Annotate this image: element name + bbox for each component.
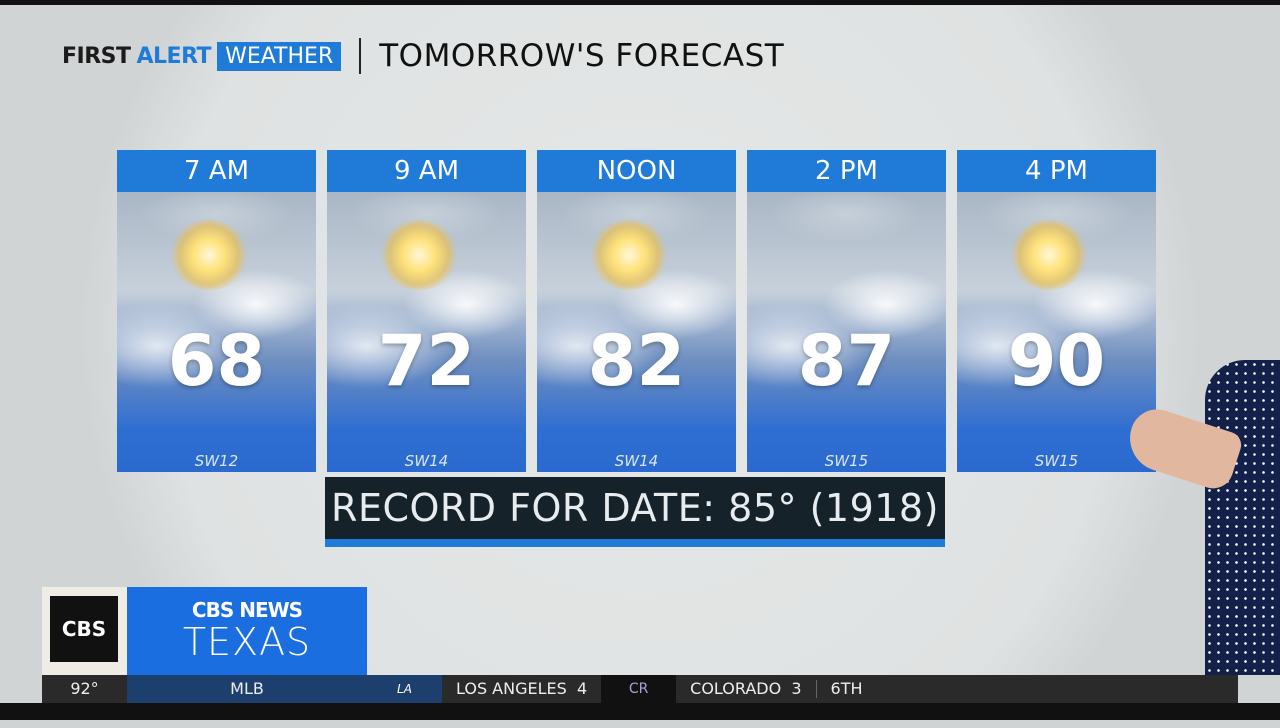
ticker-inning: 6TH (830, 679, 863, 698)
record-banner: RECORD FOR DATE: 85° (1918) (325, 477, 945, 547)
brand-first: FIRST (62, 43, 131, 69)
header: FIRST ALERT WEATHER TOMORROW'S FORECAST (62, 38, 784, 74)
forecast-temp: 68 (167, 320, 266, 402)
team1-name: LOS ANGELES (456, 679, 567, 698)
brand-weather: WEATHER (217, 41, 342, 71)
forecast-temp: 72 (377, 320, 476, 402)
forecast-time: 7 AM (117, 150, 316, 192)
forecast-temp: 82 (587, 320, 686, 402)
forecast-time: NOON (537, 150, 736, 192)
forecast-tile: 2 PM 87 SW15 (747, 150, 946, 472)
network-logo: CBS NEWS TEXAS (127, 587, 367, 675)
team1: LOS ANGELES 4 (442, 675, 601, 703)
forecast-time: 2 PM (747, 150, 946, 192)
team1-score: 4 (576, 679, 588, 698)
rockies-logo-icon: CR (601, 675, 677, 703)
forecast-wind: SW15 (824, 452, 869, 470)
partly-sunny-icon (327, 192, 526, 472)
divider (359, 38, 362, 74)
partly-sunny-icon (117, 192, 316, 472)
station-logo: CBS 11 (42, 587, 127, 707)
sun-icon (169, 220, 249, 290)
forecast-wind: SW15 (1034, 452, 1079, 470)
cbs11-logo-icon: CBS 11 (50, 596, 118, 707)
top-bar (0, 0, 1280, 5)
forecast-wind: SW14 (614, 452, 659, 470)
forecast-time: 4 PM (957, 150, 1156, 192)
forecast-time: 9 AM (327, 150, 526, 192)
bottom-bar (0, 703, 1280, 720)
presenter (1205, 360, 1280, 675)
network-name: CBS NEWS (191, 598, 303, 622)
page-title: TOMORROW'S FORECAST (379, 38, 785, 74)
dodgers-logo-icon: LA (367, 675, 442, 703)
brand-alert: ALERT (136, 43, 212, 69)
forecast-tile: 4 PM 90 SW15 (957, 150, 1156, 472)
score-ticker: 92° MLB LA LOS ANGELES 4 CR COLORADO 3 6… (42, 675, 1238, 703)
ticker-league: MLB (127, 675, 367, 703)
region-name: TEXAS (182, 620, 312, 664)
partly-sunny-icon (957, 192, 1156, 472)
sun-icon (379, 220, 459, 290)
partly-sunny-icon (537, 192, 736, 472)
team2: COLORADO 3 (676, 675, 815, 703)
forecast-temp: 87 (797, 320, 896, 402)
cloudy-icon (747, 192, 946, 472)
forecast-tile: 9 AM 72 SW14 (327, 150, 526, 472)
team2-name: COLORADO (690, 679, 782, 698)
forecast-tile: NOON 82 SW14 (537, 150, 736, 472)
ticker-divider (815, 680, 817, 698)
forecast-wind: SW14 (404, 452, 449, 470)
sun-icon (1009, 220, 1089, 290)
team2-score: 3 (791, 679, 802, 698)
forecast-wind: SW12 (194, 452, 239, 470)
ticker-temp: 92° (70, 679, 99, 698)
sun-icon (589, 220, 669, 290)
forecast-tile: 7 AM 68 SW12 (117, 150, 316, 472)
forecast-temp: 90 (1007, 320, 1106, 402)
